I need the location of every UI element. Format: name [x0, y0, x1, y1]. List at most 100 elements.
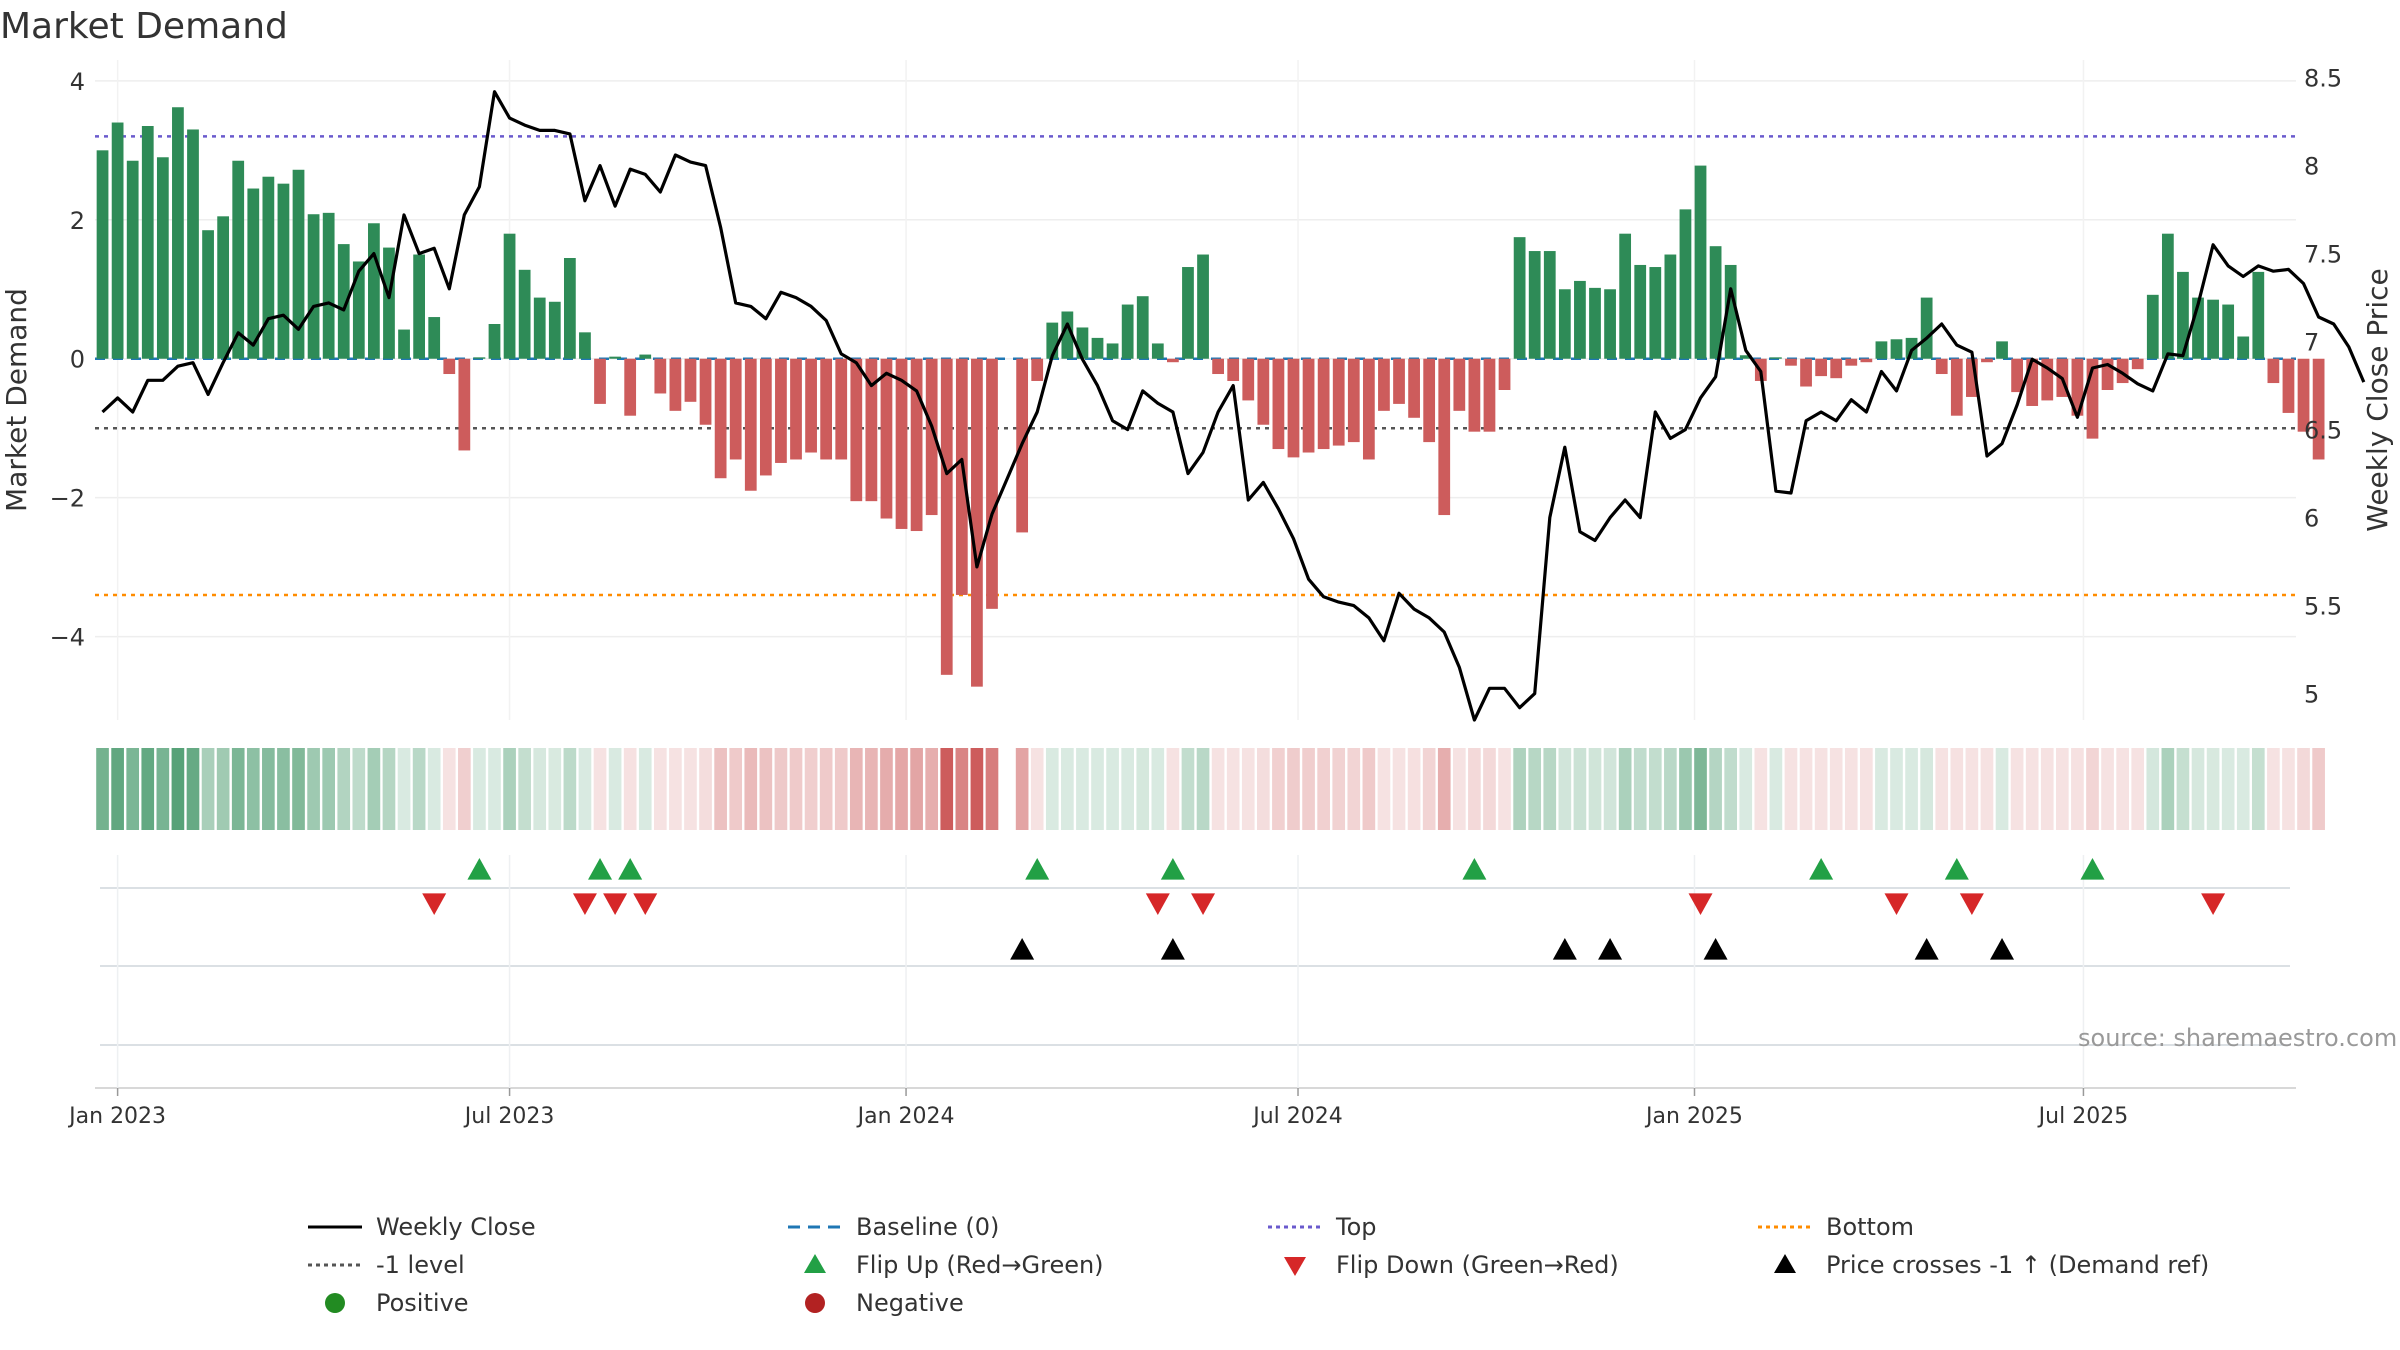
- heat-cell: [1181, 748, 1195, 830]
- heat-cell: [1211, 748, 1225, 830]
- demand-bar: [1182, 267, 1194, 359]
- legend-item: -1 level: [300, 1246, 465, 1284]
- demand-bar: [1679, 209, 1692, 359]
- legend-swatch: [1260, 1246, 1330, 1284]
- heat-cell: [488, 748, 501, 830]
- demand-bar: [1106, 343, 1119, 359]
- y2-tick-label: 5: [2304, 681, 2319, 709]
- heat-cell: [458, 748, 471, 830]
- heat-cell: [2101, 748, 2114, 830]
- heat-cell: [2176, 748, 2190, 830]
- heat-cell: [1573, 748, 1587, 830]
- demand-bar: [775, 358, 787, 463]
- legend-swatch: [1260, 1208, 1330, 1246]
- legend-swatch: [300, 1208, 370, 1246]
- price-cross-marker: [1010, 938, 1035, 960]
- legend-swatch: [780, 1208, 850, 1246]
- demand-bar: [2222, 304, 2235, 359]
- demand-bar: [1378, 358, 1390, 411]
- y2-tick-label: 8: [2304, 153, 2319, 181]
- demand-bar: [1664, 254, 1677, 359]
- demand-bar: [1242, 358, 1255, 401]
- heat-cell: [473, 748, 486, 830]
- legend-item: Positive: [300, 1284, 469, 1322]
- source-credit: source: sharemaestro.com: [2078, 1024, 2398, 1052]
- demand-bar: [187, 129, 199, 359]
- heat-cell: [1905, 748, 1918, 830]
- heat-cell: [2191, 748, 2205, 830]
- heat-cell: [2071, 748, 2084, 830]
- flip-up-marker: [588, 858, 613, 880]
- price-cross-marker: [1552, 938, 1577, 960]
- demand-bar: [986, 358, 998, 609]
- heat-cell: [2146, 748, 2160, 830]
- heat-cell: [277, 748, 290, 830]
- heat-cell: [156, 748, 170, 830]
- flip-down-marker: [1145, 893, 1170, 915]
- heat-cell: [1196, 748, 1210, 830]
- demand-bar: [2101, 358, 2114, 390]
- demand-bar: [2026, 358, 2039, 406]
- demand-bar: [579, 332, 591, 359]
- heat-cell: [2297, 748, 2310, 830]
- heat-cell: [2267, 748, 2280, 830]
- legend-swatch-graphic: [1284, 1257, 1306, 1276]
- flip-down-marker: [1884, 893, 1909, 915]
- demand-bar: [1212, 358, 1224, 375]
- demand-bar: [835, 358, 848, 460]
- demand-bar: [940, 358, 953, 675]
- heat-cell: [1030, 748, 1044, 830]
- heat-cell: [307, 748, 320, 830]
- heat-cell: [1483, 748, 1496, 830]
- demand-bar: [141, 126, 154, 359]
- heat-cell: [1558, 748, 1572, 830]
- demand-bar: [1287, 358, 1300, 458]
- heat-cell: [1121, 748, 1134, 830]
- demand-bar: [1875, 341, 1888, 359]
- heat-cell: [518, 748, 531, 830]
- demand-bar: [533, 297, 546, 359]
- demand-bar: [1800, 358, 1812, 387]
- demand-bar: [1574, 280, 1586, 359]
- heat-cell: [412, 748, 426, 830]
- heat-cell: [940, 748, 954, 830]
- heat-cell: [503, 748, 516, 830]
- y2-tick-label: 7.5: [2304, 241, 2342, 269]
- demand-bar: [2146, 294, 2159, 359]
- demand-bar: [971, 358, 983, 687]
- legend-swatch-graphic: [788, 1225, 842, 1229]
- heat-cell: [1980, 748, 1994, 830]
- legend-label: Flip Down (Green→Red): [1336, 1251, 1619, 1279]
- demand-bar: [910, 358, 923, 532]
- heat-cell: [608, 748, 622, 830]
- demand-bar: [820, 358, 833, 460]
- flip-up-marker: [1809, 858, 1834, 880]
- heat-cell: [2116, 748, 2129, 830]
- heat-cell: [1513, 748, 1526, 830]
- heat-cell: [2056, 748, 2069, 830]
- legend-item: Baseline (0): [780, 1208, 999, 1246]
- demand-bar: [1136, 296, 1149, 359]
- legend-label: Positive: [376, 1289, 469, 1317]
- heat-cell: [2161, 748, 2175, 830]
- heat-cell: [1829, 748, 1843, 830]
- heat-cell: [729, 748, 743, 830]
- legend-swatch-graphic: [805, 1293, 825, 1313]
- heat-cell: [925, 748, 939, 830]
- heat-cell: [1422, 748, 1436, 830]
- demand-bar: [443, 358, 456, 375]
- heat-cell: [111, 748, 124, 830]
- heat-cell: [1890, 748, 1903, 830]
- demand-heat-strip: [96, 748, 2325, 830]
- y-tick-label: 2: [70, 207, 85, 235]
- demand-bar: [1302, 358, 1315, 453]
- demand-bar: [1739, 355, 1752, 359]
- heat-cell: [1061, 748, 1074, 830]
- demand-bar: [2207, 299, 2219, 359]
- demand-bar: [865, 358, 878, 502]
- heat-cell: [216, 748, 230, 830]
- demand-bar: [1513, 237, 1526, 359]
- demand-bar: [1589, 287, 1601, 359]
- legend-dot-sample: [325, 1293, 345, 1313]
- demand-bar: [639, 354, 652, 359]
